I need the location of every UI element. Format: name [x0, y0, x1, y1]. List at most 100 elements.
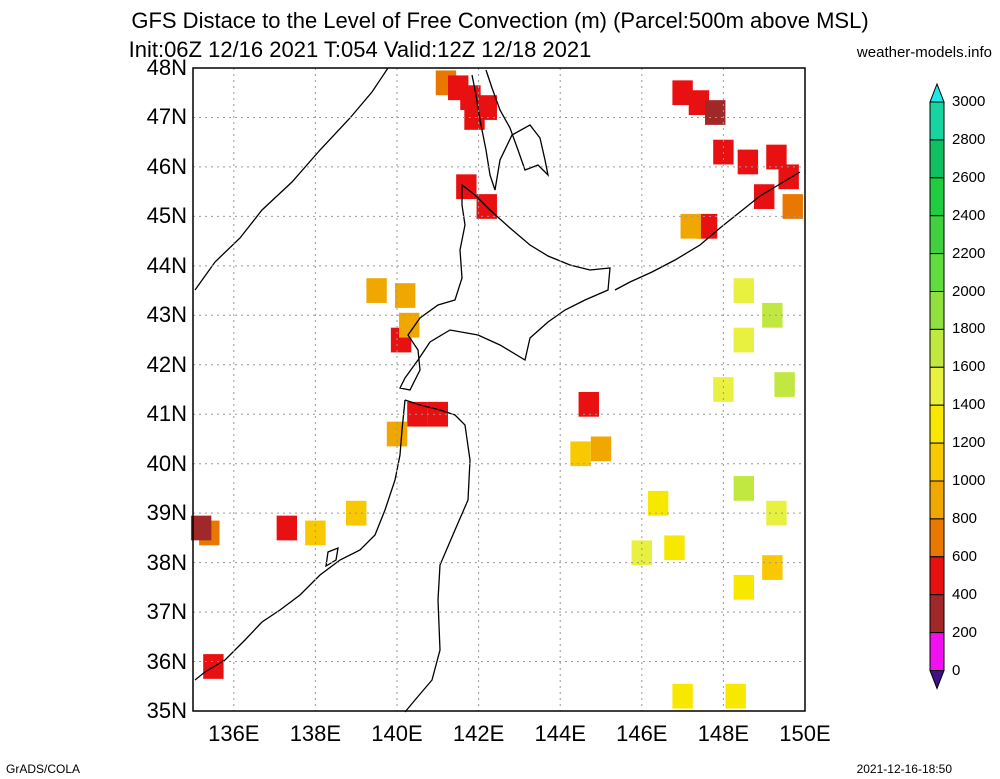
- field-cells: [190, 70, 803, 709]
- coastlines: [194, 67, 801, 713]
- lat-label: 45N: [146, 203, 187, 229]
- colorbar: [929, 82, 945, 690]
- lat-label: 38N: [146, 549, 187, 575]
- lat-label: 48N: [146, 55, 187, 80]
- field-cell: [570, 441, 591, 467]
- field-cell: [733, 574, 754, 600]
- lat-label: 41N: [146, 401, 187, 427]
- field-cell: [427, 401, 448, 427]
- lat-label: 46N: [146, 153, 187, 179]
- colorbar-bin: [929, 366, 945, 406]
- colorbar-bin: [929, 177, 945, 217]
- field-cell: [774, 372, 795, 397]
- colorbar-label: 1600: [952, 358, 986, 376]
- colorbar-bin: [929, 518, 945, 558]
- colorbar-label: 800: [952, 509, 978, 527]
- chart-subtitle: Init:06Z 12/16 2021 T:054 Valid:12Z 12/1…: [128, 37, 592, 62]
- colorbar-bin: [929, 556, 945, 596]
- colorbar-bin: [929, 404, 945, 444]
- field-cell: [590, 436, 612, 462]
- colorbar-label: 0: [952, 661, 961, 679]
- colorbar-label: 1400: [952, 396, 986, 414]
- field-cell: [733, 476, 754, 501]
- lat-label: 37N: [146, 599, 187, 625]
- colorbar-label: 600: [952, 547, 978, 565]
- colorbar-label: 2200: [952, 244, 986, 262]
- field-cell: [399, 312, 420, 338]
- colorbar-bin: [929, 328, 945, 368]
- colorbar-bin: [929, 253, 945, 293]
- field-cell: [762, 555, 783, 580]
- colorbar-label: 1000: [952, 472, 986, 489]
- chart-title: GFS Distace to the Level of Free Convect…: [131, 8, 869, 33]
- colorbar-bin: [929, 215, 945, 255]
- field-cell: [713, 377, 734, 402]
- lon-label: 140E: [371, 721, 423, 746]
- field-cell: [733, 278, 754, 303]
- map-frame: [192, 67, 806, 712]
- lat-label: 40N: [146, 450, 187, 476]
- field-cell: [394, 283, 416, 308]
- colorbar-label: 1800: [952, 320, 986, 338]
- colorbar-label: 2400: [952, 206, 986, 224]
- field-cell: [476, 95, 497, 120]
- field-cell: [664, 535, 685, 561]
- lat-label: 43N: [146, 302, 187, 328]
- colorbar-label: 2600: [952, 168, 986, 186]
- colorbar-bin: [929, 101, 945, 141]
- field-cell: [680, 213, 701, 239]
- lon-label: 138E: [289, 721, 342, 746]
- colorbar-bin: [929, 291, 945, 330]
- lat-label: 35N: [146, 698, 187, 723]
- lat-label: 47N: [146, 104, 187, 130]
- field-cell: [407, 401, 428, 427]
- field-cell: [754, 184, 775, 209]
- field-cell: [672, 80, 693, 106]
- field-cell: [672, 683, 693, 709]
- colorbar-label: 1200: [952, 434, 986, 452]
- lon-label: 150E: [779, 721, 831, 746]
- field-cell: [305, 520, 326, 546]
- colorbar-label: 400: [952, 585, 978, 603]
- lat-label: 36N: [146, 648, 187, 674]
- field-cell: [725, 683, 746, 709]
- colorbar-label: 2000: [952, 282, 986, 300]
- colorbar-bin: [929, 594, 945, 634]
- lon-label: 146E: [616, 721, 668, 746]
- colorbar-bin: [929, 480, 945, 520]
- lon-label: 142E: [452, 721, 505, 746]
- lat-lon-grid: [193, 68, 805, 711]
- lon-label: 144E: [534, 721, 586, 746]
- software-credit: GrADS/COLA: [6, 762, 81, 776]
- colorbar-label: 200: [952, 623, 978, 641]
- field-cell: [737, 149, 759, 175]
- field-cell: [782, 194, 803, 219]
- colorbar-bin: [929, 632, 945, 671]
- colorbar-bin: [929, 139, 945, 179]
- colorbar-min-arrow: [929, 670, 945, 690]
- field-cell: [778, 164, 799, 190]
- field-cell: [688, 90, 710, 115]
- field-cell: [705, 100, 726, 125]
- colorbar-bin: [929, 442, 945, 482]
- colorbar-label: 3000: [952, 93, 986, 110]
- field-cell: [647, 490, 669, 516]
- field-cell: [733, 327, 754, 353]
- lat-label: 42N: [146, 351, 187, 377]
- field-cell: [190, 515, 212, 541]
- lon-label: 136E: [208, 721, 260, 746]
- render-timestamp: 2021-12-16-18:50: [856, 762, 952, 776]
- field-cell: [766, 144, 787, 170]
- field-cell: [578, 391, 599, 417]
- field-cell: [631, 540, 652, 566]
- field-cell: [762, 302, 783, 328]
- colorbar-max-arrow: [929, 82, 945, 103]
- lat-label: 44N: [146, 252, 187, 278]
- field-cell: [456, 174, 477, 200]
- site-credit: weather-models.info: [856, 44, 992, 61]
- lat-label: 39N: [146, 500, 187, 526]
- field-cell: [276, 515, 298, 541]
- colorbar-label: 2800: [952, 130, 986, 148]
- field-cell: [366, 278, 387, 303]
